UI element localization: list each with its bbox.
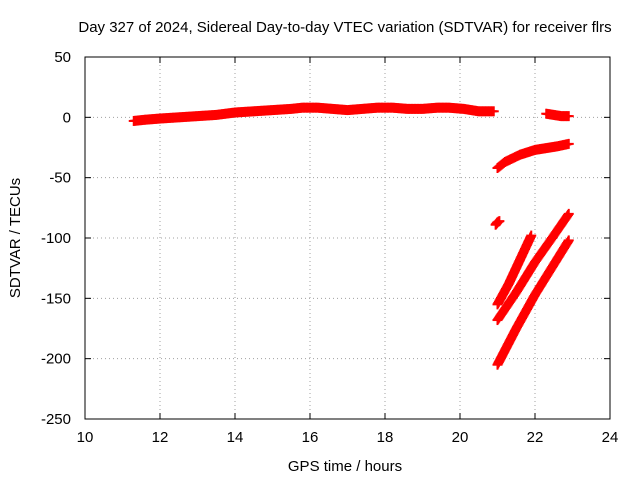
data-point — [526, 230, 537, 241]
y-tick-label: -200 — [41, 351, 71, 368]
x-tick-label: 14 — [227, 429, 244, 446]
x-tick-label: 22 — [527, 429, 544, 446]
data-point — [494, 216, 505, 227]
data-point — [563, 208, 574, 219]
x-tick-label: 10 — [77, 429, 94, 446]
data-point — [563, 235, 574, 246]
y-axis: -250 -200 -150 -100 -50 0 50 — [41, 49, 610, 428]
y-axis-label: SDTVAR / TECUs — [7, 178, 24, 298]
y-tick-label: 50 — [54, 49, 71, 66]
data-point — [488, 106, 499, 117]
y-tick-label: -100 — [41, 230, 71, 247]
x-tick-label: 12 — [152, 429, 169, 446]
chart-title: Day 327 of 2024, Sidereal Day-to-day VTE… — [78, 19, 611, 36]
y-tick-label: 0 — [63, 109, 71, 126]
x-tick-label: 24 — [602, 429, 619, 446]
y-tick-label: -150 — [41, 290, 71, 307]
data-point — [563, 111, 574, 122]
x-tick-label: 16 — [302, 429, 319, 446]
x-tick-label: 18 — [377, 429, 394, 446]
x-axis: 10 12 14 16 18 20 22 24 — [77, 57, 619, 446]
data-point — [563, 138, 574, 149]
y-tick-label: -50 — [49, 170, 71, 187]
data-points — [128, 102, 574, 370]
y-tick-label: -250 — [41, 411, 71, 428]
x-axis-label: GPS time / hours — [288, 458, 402, 475]
x-tick-label: 20 — [452, 429, 469, 446]
